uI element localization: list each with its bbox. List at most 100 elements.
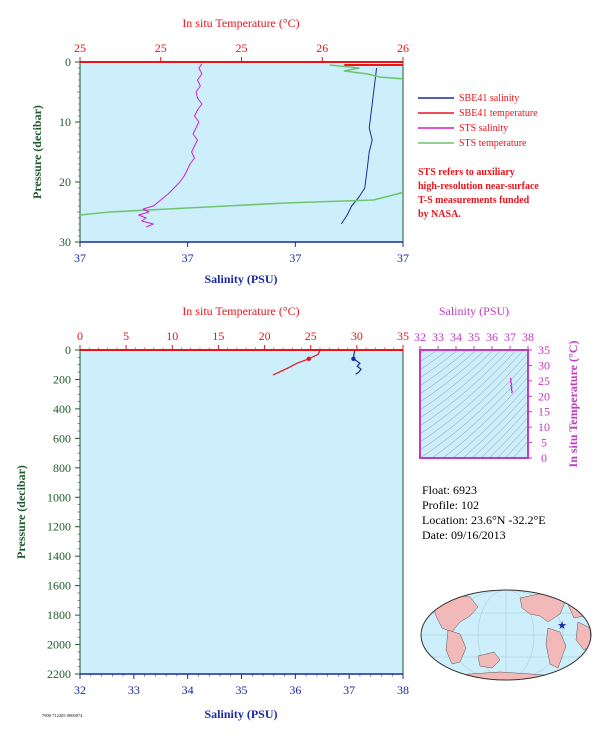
ts-sal-tick-label: 36 <box>486 330 498 344</box>
sts-note-line-3: T-S measurements funded <box>418 195 530 206</box>
profile-number: Profile: 102 <box>422 498 479 512</box>
legend-label-sbe41-temperature: SBE41 temperature <box>459 108 538 119</box>
ts-contour-line <box>504 433 528 458</box>
ts-contour-line <box>420 350 517 435</box>
bottom-series-temperature <box>272 350 321 376</box>
top-pressure-axis-title: Pressure (decibar) <box>30 105 44 199</box>
float-id: Float: 6923 <box>422 483 477 497</box>
bottom-temp-tick-label: 15 <box>212 329 224 343</box>
ts-contour-line <box>471 400 528 458</box>
top-pressure-tick-label: 20 <box>59 175 71 189</box>
ts-temp-tick-label: 20 <box>538 389 550 403</box>
ts-contour-line <box>420 350 524 443</box>
top-plot-area <box>80 62 403 242</box>
top-series-sts-temperature <box>80 64 403 216</box>
ts-contour-line <box>420 350 468 387</box>
ts-temp-tick-label: 15 <box>538 405 550 419</box>
bottom-temp-tick-label: 35 <box>397 329 409 343</box>
world-map: ★ <box>420 589 592 681</box>
legend-label-sts-salinity: STS salinity <box>459 123 508 134</box>
top-temp-axis-title: In situ Temperature (°C) <box>182 16 299 30</box>
bottom-temp-tick-label: 0 <box>77 329 83 343</box>
bottom-temp-tick-label: 10 <box>166 329 178 343</box>
ts-contour-line <box>480 408 528 458</box>
legend-label-sts-temperature: STS temperature <box>459 138 527 149</box>
ts-contour-line <box>420 350 494 411</box>
ts-temp-tick-label: 0 <box>541 451 547 465</box>
top-sal-tick-label: 37 <box>74 251 86 265</box>
ts-contour-line <box>420 350 486 403</box>
footer-code: 7900 712205 0000074 <box>42 713 83 718</box>
top-series-sts-salinity <box>138 63 203 228</box>
ts-contour-line <box>497 425 528 458</box>
map-land-africa <box>445 629 467 665</box>
ts-temp-tick-label: 10 <box>538 420 550 434</box>
ts-temp-tick-label: 25 <box>538 374 550 388</box>
top-pressure-tick-label: 10 <box>59 115 71 129</box>
bottom-pressure-axis-title: Pressure (decibar) <box>14 465 28 559</box>
bottom-sal-axis-title: Salinity (PSU) <box>204 707 277 721</box>
top-pressure-tick-label: 30 <box>59 235 71 249</box>
top-temp-tick-label: 26 <box>397 41 409 55</box>
bottom-pressure-tick-label: 2000 <box>47 638 71 652</box>
top-legend: SBE41 salinity SBE41 temperature STS sal… <box>418 93 538 149</box>
top-series-group <box>80 63 403 228</box>
ts-sal-tick-label: 38 <box>522 330 534 344</box>
top-temp-tick-label: 25 <box>74 41 86 55</box>
bottom-axis-ticks: 0 5 10 15 20 25 30 35 32 33 34 35 36 37 38 0 200 400 600 80… <box>47 329 409 697</box>
bottom-sal-marker <box>351 356 356 362</box>
bottom-pressure-tick-label: 1200 <box>47 520 71 534</box>
legend-label-sbe41-salinity: SBE41 salinity <box>459 93 519 104</box>
ts-temp-tick-label: 35 <box>538 343 550 357</box>
bottom-pressure-tick-label: 200 <box>53 372 71 386</box>
ts-temp-axis-title: In situ Temperature (°C) <box>566 341 580 468</box>
sts-note-line-4: by NASA. <box>418 209 461 220</box>
bottom-pressure-tick-label: 600 <box>53 431 71 445</box>
bottom-sal-tick-label: 36 <box>289 683 301 697</box>
ts-sal-tick-label: 37 <box>504 330 516 344</box>
bottom-pressure-tick-label: 1600 <box>47 579 71 593</box>
bottom-sal-tick-label: 33 <box>128 683 140 697</box>
ts-density-contours <box>420 350 528 458</box>
top-series-sbe41-salinity <box>340 67 378 225</box>
ts-contour-line <box>452 384 528 458</box>
top-sal-tick-label: 37 <box>289 251 301 265</box>
bottom-pressure-tick-label: 800 <box>53 461 71 475</box>
sts-note-line-1: STS refers to auxiliary <box>418 167 515 178</box>
ts-contour-line <box>442 376 528 458</box>
bottom-sal-tick-label: 38 <box>397 683 409 697</box>
float-location: Location: 23.6°N -32.2°E <box>422 513 546 527</box>
bottom-series-group <box>272 350 403 376</box>
ts-sal-tick-label: 35 <box>468 330 480 344</box>
top-sal-tick-label: 37 <box>397 251 409 265</box>
ts-contour-line <box>420 350 502 419</box>
ts-contour-line <box>431 368 528 458</box>
float-info: Float: 6923 Profile: 102 Location: 23.6°… <box>422 483 546 542</box>
bottom-pressure-tick-label: 0 <box>65 343 71 357</box>
top-temp-tick-label: 25 <box>236 41 248 55</box>
map-land-australia <box>477 651 501 669</box>
bottom-temp-tick-label: 20 <box>259 329 271 343</box>
bottom-temp-axis-title: In situ Temperature (°C) <box>182 304 299 318</box>
ts-contour-line <box>420 350 449 370</box>
bottom-plot-area <box>80 350 403 674</box>
bottom-pressure-tick-label: 1400 <box>47 549 71 563</box>
ts-contour-line <box>420 350 510 427</box>
ts-contour-line <box>420 350 477 395</box>
bottom-pressure-tick-label: 2200 <box>47 667 71 681</box>
ts-sal-tick-label: 32 <box>414 330 426 344</box>
top-temp-tick-label: 25 <box>155 41 167 55</box>
map-land-south-america <box>545 627 567 669</box>
bottom-sal-tick-label: 35 <box>236 683 248 697</box>
bottom-temp-tick-label: 30 <box>351 329 363 343</box>
bottom-pressure-tick-label: 1000 <box>47 490 71 504</box>
ts-sal-tick-label: 34 <box>450 330 462 344</box>
bottom-sal-tick-label: 32 <box>74 683 86 697</box>
top-sal-axis-title: Salinity (PSU) <box>204 272 277 286</box>
ts-series-group <box>509 377 513 394</box>
bottom-sal-tick-label: 34 <box>182 683 194 697</box>
sts-note: STS refers to auxiliary high-resolution … <box>418 167 539 220</box>
